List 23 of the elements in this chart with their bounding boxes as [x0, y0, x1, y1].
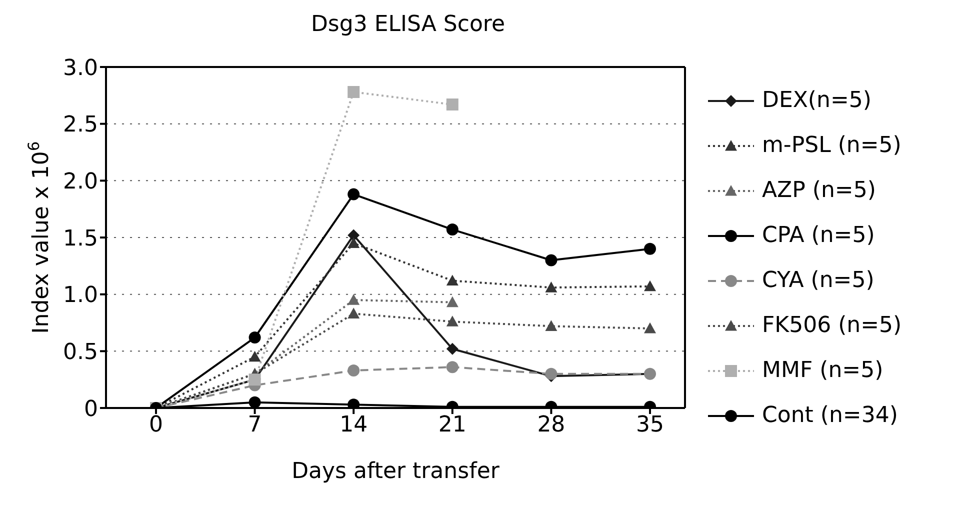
x-tick-label: 7 — [248, 412, 262, 438]
x-axis-title: Days after transfer — [292, 459, 500, 484]
y-tick-label: 2.5 — [63, 112, 98, 138]
y-tick-label: 3.0 — [63, 56, 98, 81]
y-tick-label: 1.5 — [63, 226, 98, 252]
y-tick-label: 2.0 — [63, 169, 98, 194]
legend-label: MMF (n=5) — [762, 358, 884, 383]
legend-label: FK506 (n=5) — [762, 313, 902, 338]
legend-label: Cont (n=34) — [762, 403, 898, 428]
x-tick-label: 21 — [438, 412, 466, 438]
legend-label: CPA (n=5) — [762, 223, 875, 248]
y-tick-label: 0 — [84, 396, 98, 422]
y-tick-label: 1.0 — [63, 283, 98, 308]
legend-label: DEX(n=5) — [762, 88, 872, 113]
chart-title: Dsg3 ELISA Score — [310, 12, 506, 37]
legend-label: m-PSL (n=5) — [762, 133, 902, 158]
legend-label: CYA (n=5) — [762, 268, 874, 293]
x-tick-label: 35 — [636, 412, 664, 438]
y-tick-label: 0.5 — [63, 340, 98, 365]
x-tick-label: 28 — [537, 412, 566, 438]
legend-label: AZP (n=5) — [762, 178, 876, 203]
x-tick-label: 14 — [340, 412, 368, 438]
x-tick-label: 0 — [149, 412, 163, 438]
